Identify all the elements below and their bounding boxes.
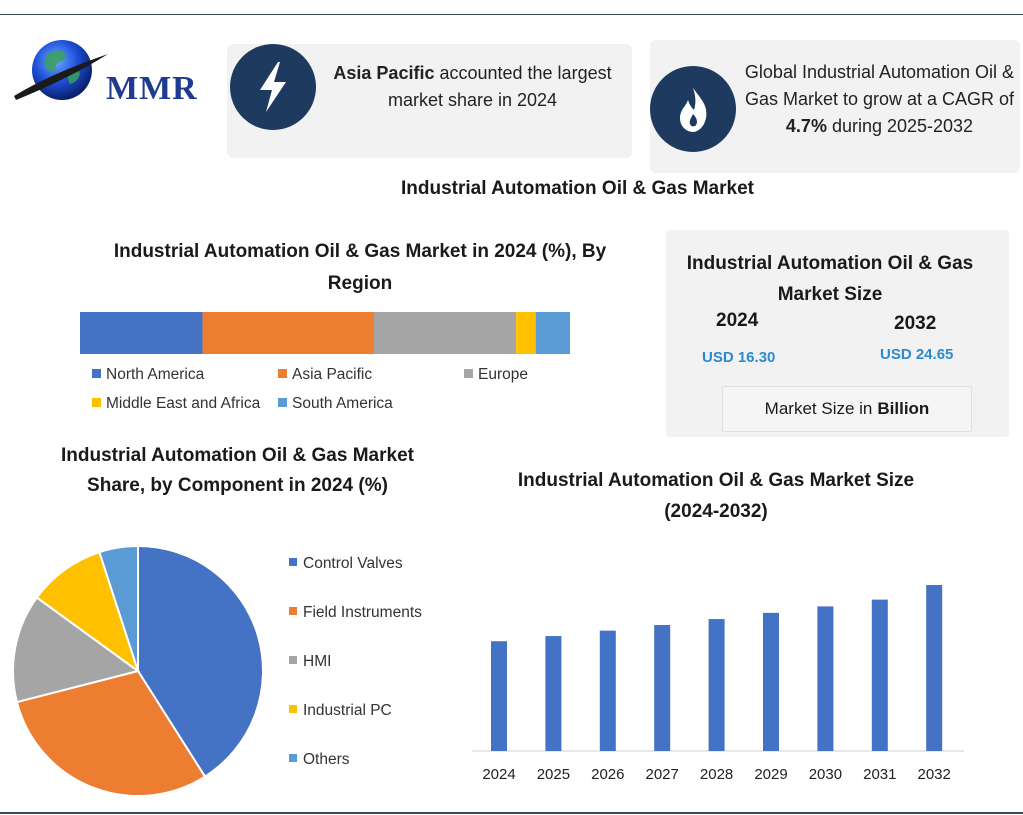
top-rule [0,14,1023,15]
legend-swatch [464,369,473,378]
region-legend-item: Asia Pacific [278,366,372,384]
region-lead-text: Asia Pacific accounted the largest marke… [330,60,615,114]
globe-icon [14,40,108,100]
component-legend-item: HMI [289,653,331,671]
market-size-title: Industrial Automation Oil & Gas Market S… [686,253,974,305]
bar-2031 [871,599,888,751]
legend-swatch [289,705,297,713]
mmr-logo: MMR [10,34,205,114]
main-title: Industrial Automation Oil & Gas Market [401,178,754,199]
x-tick-label: 2026 [591,766,624,783]
x-tick-label: 2024 [482,766,515,783]
region-legend-item: Europe [464,366,528,384]
pie-slice-industrial-pc [35,550,140,674]
logo-text: MMR [106,70,198,107]
flame-icon [680,88,707,132]
legend-label: Asia Pacific [292,366,373,383]
legend-swatch [278,369,287,378]
legend-swatch [289,754,297,762]
size-bar-chart: 2024 2025 2026 2027 2028 2029 2030 2031 2032 [472,585,964,783]
legend-swatch [289,607,297,615]
region-segment-south-america [535,312,570,354]
component-legend-item: Field Instruments [289,604,422,622]
cagr-pre: Global Industrial Automation Oil & Gas M… [744,62,1015,109]
legend-label: South America [292,395,393,412]
legend-swatch [289,558,297,566]
unit-bold: Billion [877,399,930,418]
bar-2028 [708,619,725,751]
legend-label: Control Valves [303,555,403,572]
value-end: USD 24.65 [880,346,954,363]
pie-slice-hmi [12,596,141,704]
x-tick-label: 2030 [809,766,842,783]
bar-2029 [763,612,779,751]
component-chart-title: Industrial Automation Oil & Gas Market S… [61,445,414,496]
region-legend-item: Middle East and Africa [92,395,260,413]
x-tick-label: 2032 [918,766,951,783]
x-tick-label: 2031 [863,766,896,783]
legend-swatch [289,656,297,664]
unit-prefix: Market Size in [764,399,873,418]
legend-label: Middle East and Africa [106,395,261,412]
lightning-badge [230,44,316,130]
component-pie [12,544,264,797]
region-legend-item: South America [278,395,393,413]
bar-2024 [491,641,507,751]
value-start: USD 16.30 [702,349,776,366]
region-segment-asia-pacific [202,312,374,354]
component-legend-item: Control Valves [289,555,403,573]
bar-2027 [654,625,671,751]
region-legend-item: North America [92,366,204,384]
component-legend-item: Others [289,751,350,769]
lightning-icon [260,62,286,112]
legend-label: Europe [478,366,528,383]
region-segment-north-america [80,312,203,354]
legend-swatch [278,398,287,407]
x-tick-label: 2025 [537,766,570,783]
flame-badge [650,66,736,152]
region-lead-rest: accounted the largest market share in 20… [387,63,612,110]
bar-2030 [817,606,834,751]
region-lead-bold: Asia Pacific [333,63,435,83]
legend-label: Field Instruments [303,604,422,621]
region-stacked-bar [80,312,570,354]
region-segment-middle-east-and-africa [516,312,536,354]
x-tick-label: 2027 [646,766,679,783]
legend-label: North America [106,366,205,383]
legend-label: Others [303,751,350,768]
cagr-value: 4.7% [785,116,827,136]
x-tick-label: 2028 [700,766,733,783]
unit-box: Market Size in Billion [722,386,972,432]
year-start: 2024 [716,310,759,331]
legend-swatch [92,398,101,407]
size-chart-title: Industrial Automation Oil & Gas Market S… [517,470,915,522]
component-legend-item: Industrial PC [289,702,392,720]
bar-2025 [545,636,562,751]
cagr-text: Global Industrial Automation Oil & Gas M… [742,59,1017,140]
pie-slice-field-instruments [15,669,207,797]
year-end: 2032 [894,313,937,334]
region-segment-europe [374,312,517,354]
bottom-rule [0,812,1023,814]
x-tick-label: 2029 [754,766,787,783]
cagr-post: during 2025-2032 [826,116,974,136]
legend-label: HMI [303,653,332,670]
bar-2026 [599,630,616,751]
pie-slice-others [98,544,139,672]
bar-2032 [926,585,943,751]
legend-swatch [92,369,101,378]
region-chart-title: Industrial Automation Oil & Gas Market i… [113,241,607,294]
legend-label: Industrial PC [303,702,392,719]
